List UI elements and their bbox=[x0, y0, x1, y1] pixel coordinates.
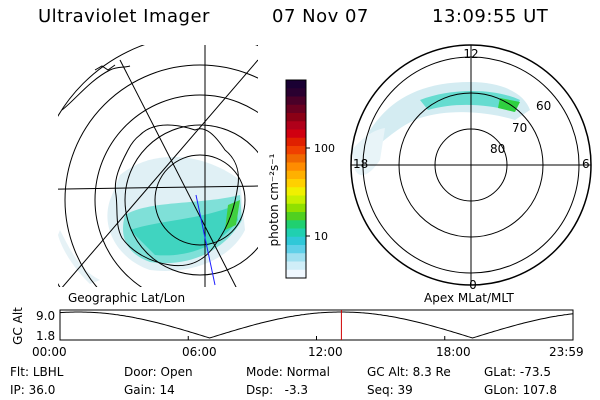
colorbar-swatch bbox=[286, 179, 306, 188]
colorbar-swatch bbox=[286, 261, 306, 271]
date-label: 07 Nov 07 bbox=[272, 6, 369, 27]
colorbar-swatch bbox=[286, 269, 306, 279]
colorbar-swatch bbox=[286, 220, 306, 229]
colorbar-swatch bbox=[286, 245, 306, 254]
colorbar-swatch bbox=[286, 170, 306, 180]
colorbar-swatch bbox=[286, 253, 306, 262]
xtick-0: 00:00 bbox=[32, 345, 67, 359]
geographic-panel-label: Geographic Lat/Lon bbox=[68, 291, 185, 305]
colorbar-swatch bbox=[286, 195, 306, 205]
timeline-ytick-low: 1.8 bbox=[36, 329, 55, 343]
status-filter: Flt: LBHL bbox=[10, 365, 64, 379]
colorbar-frame bbox=[285, 79, 307, 279]
timeline-ytick-high: 9.0 bbox=[36, 309, 55, 323]
colorbar-swatch bbox=[286, 121, 306, 130]
auroral-emission-right bbox=[352, 82, 530, 176]
colorbar-swatch bbox=[286, 104, 306, 114]
apex-panel-label: Apex MLat/MLT bbox=[424, 291, 514, 305]
xtick-4: 23:59 bbox=[549, 345, 584, 359]
status-seq: Seq: 39 bbox=[367, 383, 413, 397]
colorbar-swatch bbox=[286, 137, 306, 147]
colorbar-swatch bbox=[286, 187, 306, 196]
time-label: 13:09:55 UT bbox=[432, 6, 549, 27]
mlt-label-6: 6 bbox=[582, 157, 590, 171]
colorbar-swatch bbox=[286, 154, 306, 163]
status-ip: IP: 36.0 bbox=[10, 383, 56, 397]
colorbar-tick-10: 10 bbox=[314, 230, 328, 243]
colorbar-swatch bbox=[286, 212, 306, 221]
status-gc-alt: GC Alt: 8.3 Re bbox=[367, 365, 451, 379]
status-gain: Gain: 14 bbox=[124, 383, 175, 397]
latitude-grid-left bbox=[58, 45, 258, 287]
colorbar-swatch bbox=[286, 96, 306, 106]
status-door: Door: Open bbox=[124, 365, 193, 379]
spacecraft-track bbox=[195, 194, 216, 286]
colorbar-swatch bbox=[286, 80, 306, 89]
colorbar-swatch bbox=[286, 236, 306, 246]
status-glon: GLon: 107.8 bbox=[484, 383, 557, 397]
colorbar-swatch bbox=[286, 162, 306, 172]
colorbar bbox=[285, 79, 307, 279]
status-mode: Mode: Normal bbox=[246, 365, 330, 379]
colorbar-swatch bbox=[286, 146, 306, 155]
colorbar-swatch bbox=[286, 129, 306, 139]
colorbar-unit-label: photon cm⁻²s⁻¹ bbox=[267, 153, 281, 246]
mlt-label-12: 12 bbox=[463, 47, 478, 61]
mlt-label-0: 0 bbox=[469, 278, 477, 292]
mlat-rings bbox=[351, 45, 591, 285]
xtick-1: 06:00 bbox=[182, 345, 217, 359]
xtick-3: 18:00 bbox=[436, 345, 471, 359]
auroral-emission-left bbox=[58, 156, 245, 284]
mlt-label-18: 18 bbox=[353, 157, 368, 171]
timeline-axis-title: GC Alt bbox=[11, 307, 25, 345]
mlat-label-70: 70 bbox=[512, 121, 527, 135]
instrument-title: Ultraviolet Imager bbox=[38, 6, 210, 27]
mlat-label-60: 60 bbox=[536, 99, 551, 113]
colorbar-swatch bbox=[286, 88, 306, 97]
coastline bbox=[61, 64, 239, 267]
status-glat: GLat: -73.5 bbox=[484, 365, 551, 379]
altitude-timeline bbox=[59, 309, 574, 341]
colorbar-tick-100: 100 bbox=[314, 142, 335, 155]
colorbar-swatch bbox=[286, 113, 306, 122]
status-dsp: Dsp: -3.3 bbox=[246, 383, 309, 397]
colorbar-swatch bbox=[286, 203, 306, 213]
mlat-label-80: 80 bbox=[490, 142, 505, 156]
xtick-2: 12:00 bbox=[308, 345, 343, 359]
colorbar-swatch bbox=[286, 228, 306, 238]
